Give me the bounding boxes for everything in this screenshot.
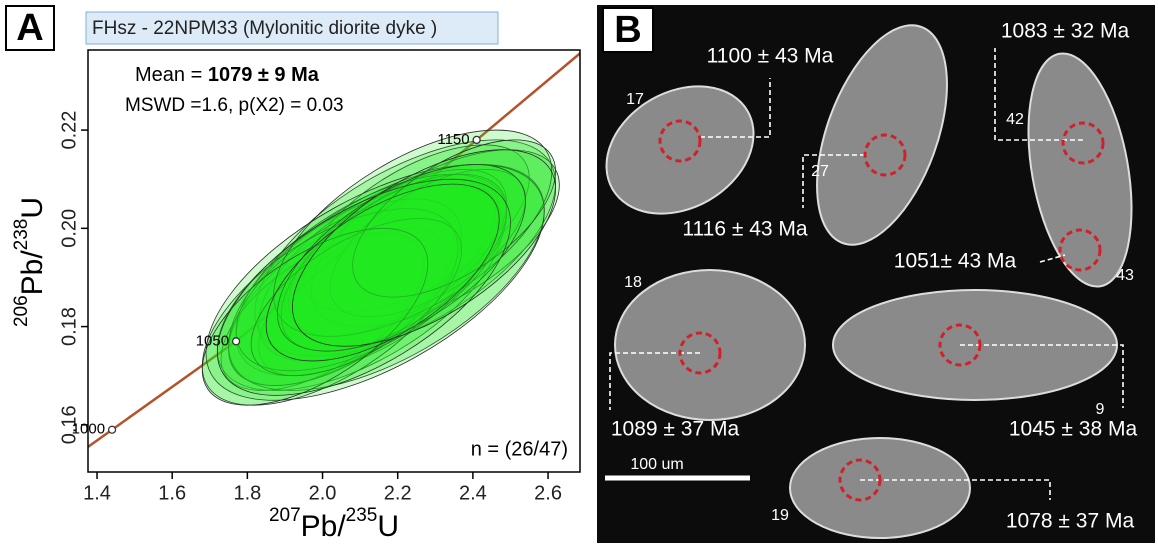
y-mass2: 238 — [11, 219, 32, 251]
spot-number: 18 — [624, 274, 642, 291]
x-tick-label: 1.4 — [83, 482, 111, 504]
grain — [615, 270, 805, 420]
mean-value: 1079 ± 9 Ma — [208, 64, 320, 86]
concordia-age-label: 1150 — [437, 131, 469, 148]
concordia-age-point — [109, 426, 116, 433]
concordia-age-label: 1000 — [72, 421, 105, 438]
mean-text: Mean = 1079 ± 9 Ma — [135, 64, 320, 86]
y-tick-label: 0.18 — [58, 307, 80, 346]
concordia-age-point — [233, 338, 240, 345]
chart-title: FHsz - 22NPM33 (Mylonitic diorite dyke ) — [92, 18, 437, 39]
x-element: Pb/ — [301, 510, 347, 543]
spot-number: 43 — [1116, 267, 1134, 284]
y-element: Pb/ — [16, 250, 49, 296]
x-tick-label: 2.4 — [459, 482, 487, 504]
spot-age: 1083 ± 32 Ma — [1001, 20, 1130, 43]
spot-number: 42 — [1006, 111, 1024, 128]
panel-label: A — [16, 7, 43, 49]
y-axis-label: 206Pb/238U — [11, 197, 49, 327]
y-mass: 206 — [11, 295, 32, 327]
mean-label: Mean = — [135, 64, 202, 86]
spot-number: 27 — [811, 163, 829, 180]
spot-number: 19 — [771, 507, 789, 524]
x-tick-label: 2.0 — [309, 482, 337, 504]
spot-age: 1089 ± 37 Ma — [611, 418, 740, 441]
spot-age: 1051± 43 Ma — [894, 250, 1017, 273]
x-mass2: 235 — [346, 505, 378, 526]
figure: A FHsz - 22NPM33 (Mylonitic diorite dyke… — [0, 0, 1158, 548]
y-tick-label: 0.22 — [58, 111, 80, 150]
x-tick-label: 2.2 — [384, 482, 412, 504]
spot-age: 1045 ± 38 Ma — [1009, 418, 1138, 441]
n-label: n = (26/47) — [471, 438, 568, 460]
x-element2: U — [377, 510, 399, 543]
x-mass: 207 — [269, 505, 301, 526]
x-axis-label: 207Pb/235U — [269, 505, 399, 543]
grain — [790, 438, 970, 538]
spot-age: 1078 ± 37 Ma — [1006, 510, 1135, 533]
y-element2: U — [16, 197, 49, 219]
stats: MSWD =1.6, p(X2) = 0.03 — [125, 95, 344, 116]
spot-age: 1100 ± 43 Ma — [707, 45, 834, 68]
scale-bar-label: 100 um — [630, 456, 683, 473]
concordia-extension — [477, 53, 580, 140]
spot-number: 17 — [626, 91, 644, 108]
concordia-age-point — [473, 136, 480, 143]
x-tick-label: 1.6 — [158, 482, 186, 504]
x-tick-label: 1.8 — [233, 482, 261, 504]
concordia-age-label: 1050 — [196, 332, 229, 349]
panel-label: B — [614, 9, 641, 51]
spot-age: 1116 ± 43 Ma — [682, 218, 807, 241]
y-tick-label: 0.20 — [58, 209, 80, 248]
x-tick-label: 2.6 — [534, 482, 562, 504]
spot-number: 9 — [1096, 401, 1105, 418]
